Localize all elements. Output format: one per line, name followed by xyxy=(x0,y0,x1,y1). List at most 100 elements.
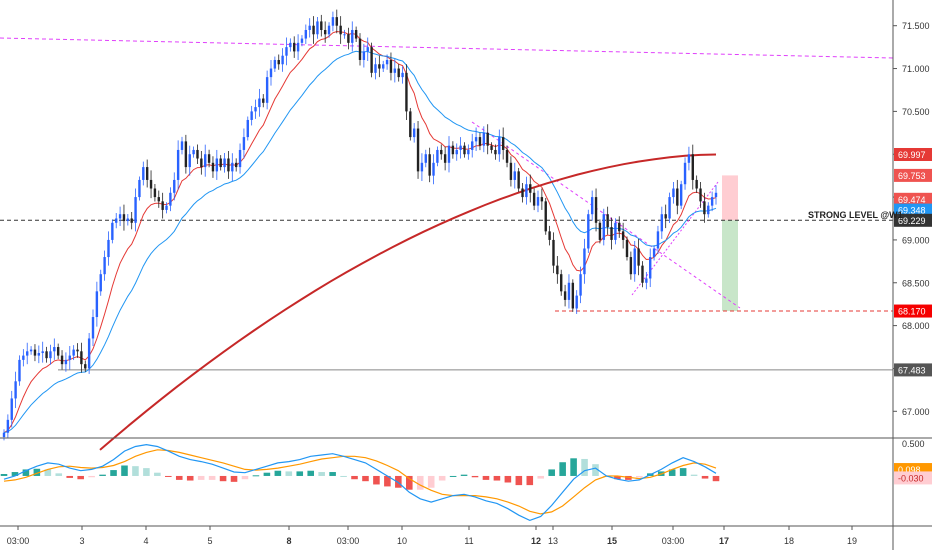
candle-bullish[interactable] xyxy=(327,25,331,35)
candle-bullish[interactable] xyxy=(590,197,594,215)
candle-bearish[interactable] xyxy=(33,349,37,356)
candle-bullish[interactable] xyxy=(285,47,288,56)
candle-bullish[interactable] xyxy=(687,154,691,163)
candle-bearish[interactable] xyxy=(610,227,613,240)
candle-bullish[interactable] xyxy=(231,162,234,172)
candle-bullish[interactable] xyxy=(649,257,652,279)
candle-bullish[interactable] xyxy=(656,231,660,249)
candle-bearish[interactable] xyxy=(571,282,575,309)
candle-bullish[interactable] xyxy=(583,248,586,275)
candle-bullish[interactable] xyxy=(41,351,44,354)
candle-bearish[interactable] xyxy=(676,188,679,206)
candle-bullish[interactable] xyxy=(474,137,478,142)
candle-bullish[interactable] xyxy=(393,68,397,73)
candle-bullish[interactable] xyxy=(134,197,137,223)
candle-bearish[interactable] xyxy=(227,158,230,172)
candle-bullish[interactable] xyxy=(424,154,427,163)
candle-bearish[interactable] xyxy=(509,162,513,180)
candle-bearish[interactable] xyxy=(293,42,296,52)
candle-bullish[interactable] xyxy=(142,167,145,180)
candle-bearish[interactable] xyxy=(370,47,373,73)
candle-bearish[interactable] xyxy=(84,364,87,369)
candle-bearish[interactable] xyxy=(691,154,694,180)
candle-bullish[interactable] xyxy=(351,29,354,43)
candle-bearish[interactable] xyxy=(563,291,567,300)
candle-bearish[interactable] xyxy=(451,145,455,155)
candle-bullish[interactable] xyxy=(49,351,52,359)
candle-bullish[interactable] xyxy=(567,282,571,300)
candle-bullish[interactable] xyxy=(192,149,195,155)
candle-bearish[interactable] xyxy=(494,149,497,155)
candle-bullish[interactable] xyxy=(250,111,253,120)
candle-bearish[interactable] xyxy=(184,141,188,168)
candle-bullish[interactable] xyxy=(258,98,261,108)
candle-bullish[interactable] xyxy=(111,222,114,240)
candle-bullish[interactable] xyxy=(72,349,75,356)
candle-bearish[interactable] xyxy=(621,231,625,240)
candle-bearish[interactable] xyxy=(153,188,157,198)
candle-bearish[interactable] xyxy=(56,347,60,356)
candle-bullish[interactable] xyxy=(6,419,10,433)
candle-bullish[interactable] xyxy=(300,38,304,43)
candle-bullish[interactable] xyxy=(115,218,118,223)
candle-bullish[interactable] xyxy=(103,257,106,275)
candle-bullish[interactable] xyxy=(22,355,25,360)
candle-bullish[interactable] xyxy=(498,137,501,155)
candle-bearish[interactable] xyxy=(211,162,215,172)
candle-bearish[interactable] xyxy=(196,149,199,159)
candle-bearish[interactable] xyxy=(556,265,559,275)
candle-bullish[interactable] xyxy=(525,184,528,198)
candle-bearish[interactable] xyxy=(664,214,667,219)
candle-bullish[interactable] xyxy=(707,205,710,215)
candle-bearish[interactable] xyxy=(312,25,315,35)
candle-bullish[interactable] xyxy=(362,51,366,60)
candle-bearish[interactable] xyxy=(122,214,126,222)
candle-bearish[interactable] xyxy=(552,239,555,266)
candle-bullish[interactable] xyxy=(482,132,486,146)
candle-bullish[interactable] xyxy=(587,214,590,249)
candle-bullish[interactable] xyxy=(242,137,246,150)
candle-bearish[interactable] xyxy=(548,231,551,240)
candle-bearish[interactable] xyxy=(60,355,64,365)
candle-bearish[interactable] xyxy=(699,188,702,202)
candle-bullish[interactable] xyxy=(471,141,474,150)
candle-bearish[interactable] xyxy=(695,179,698,189)
candle-bearish[interactable] xyxy=(145,167,149,180)
candle-bullish[interactable] xyxy=(633,248,636,275)
candle-bearish[interactable] xyxy=(428,154,431,176)
candle-bullish[interactable] xyxy=(672,188,675,198)
candle-bearish[interactable] xyxy=(320,21,323,30)
candle-bullish[interactable] xyxy=(432,162,435,176)
candle-bullish[interactable] xyxy=(714,192,718,198)
candle-bullish[interactable] xyxy=(652,248,656,258)
candle-bullish[interactable] xyxy=(660,214,664,232)
candle-bearish[interactable] xyxy=(277,59,280,65)
candle-bearish[interactable] xyxy=(606,214,609,228)
candle-bullish[interactable] xyxy=(188,154,191,168)
candle-bullish[interactable] xyxy=(68,355,71,360)
candle-bearish[interactable] xyxy=(200,158,203,168)
candle-bullish[interactable] xyxy=(14,381,17,399)
candle-bearish[interactable] xyxy=(45,351,48,359)
candle-bullish[interactable] xyxy=(37,353,41,356)
candle-bullish[interactable] xyxy=(281,55,284,65)
candle-bearish[interactable] xyxy=(540,197,544,202)
candle-bearish[interactable] xyxy=(161,201,164,210)
candle-bearish[interactable] xyxy=(323,29,327,35)
candle-bearish[interactable] xyxy=(234,162,238,168)
candle-bullish[interactable] xyxy=(513,171,516,180)
candle-bearish[interactable] xyxy=(335,17,338,26)
candle-bearish[interactable] xyxy=(76,349,79,352)
candle-bullish[interactable] xyxy=(467,149,470,155)
candle-bullish[interactable] xyxy=(173,179,176,193)
candle-bullish[interactable] xyxy=(374,64,377,73)
candle-bullish[interactable] xyxy=(2,432,6,437)
candle-bullish[interactable] xyxy=(95,291,99,318)
candle-bullish[interactable] xyxy=(169,192,172,206)
candle-bearish[interactable] xyxy=(440,149,443,155)
candle-bearish[interactable] xyxy=(637,248,640,266)
candle-bullish[interactable] xyxy=(265,77,269,103)
candle-bullish[interactable] xyxy=(420,162,424,172)
candle-bullish[interactable] xyxy=(176,149,180,180)
